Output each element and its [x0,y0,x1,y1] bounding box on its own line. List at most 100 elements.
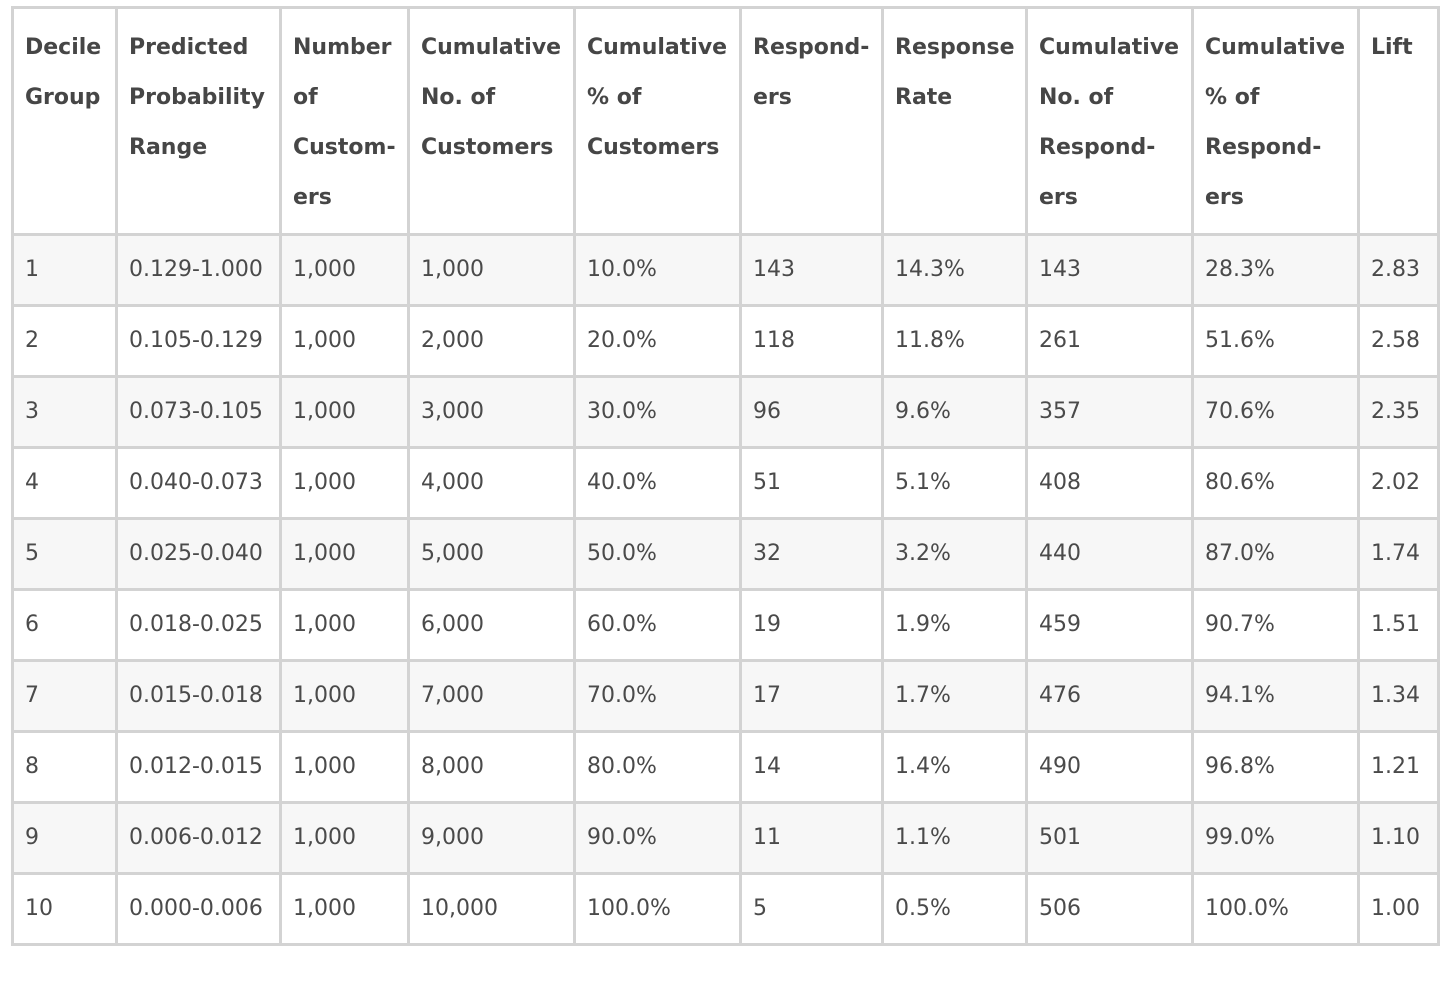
cell-cumulative-pct-of-customers: 40.0% [573,446,742,520]
cell-decile-group: 4 [11,446,118,520]
cell-responders: 32 [739,517,884,591]
cell-decile-group: 7 [11,659,118,733]
cell-response-rate: 9.6% [881,375,1028,449]
cell-responders: 11 [739,801,884,875]
cell-cumulative-pct-of-responders: 100.0% [1191,872,1360,946]
cell-cumulative-pct-of-customers: 30.0% [573,375,742,449]
cell-cumulative-no-of-customers: 6,000 [407,588,576,662]
cell-number-of-customers: 1,000 [279,304,410,378]
cell-predicted-probability-range: 0.018-0.025 [115,588,282,662]
cell-cumulative-no-of-responders: 476 [1025,659,1194,733]
header-response-rate: Response Rate [881,6,1028,236]
table-row: 5 0.025-0.040 1,000 5,000 50.0% 32 3.2% 440 87.0… [11,517,1440,591]
cell-response-rate: 1.1% [881,801,1028,875]
cell-cumulative-no-of-responders: 459 [1025,588,1194,662]
header-predicted-probability-range: Predicted Probability Range [115,6,282,236]
table-row: 6 0.018-0.025 1,000 6,000 60.0% 19 1.9% 459 90.7… [11,588,1440,662]
cell-decile-group: 3 [11,375,118,449]
table-row: 8 0.012-0.015 1,000 8,000 80.0% 14 1.4% 490 96.8… [11,730,1440,804]
cell-response-rate: 3.2% [881,517,1028,591]
header-lift: Lift [1357,6,1440,236]
cell-cumulative-pct-of-responders: 94.1% [1191,659,1360,733]
cell-predicted-probability-range: 0.012-0.015 [115,730,282,804]
cell-response-rate: 14.3% [881,233,1028,307]
cell-decile-group: 10 [11,872,118,946]
header-cumulative-pct-of-customers: Cumulative % of Customers [573,6,742,236]
cell-cumulative-no-of-customers: 7,000 [407,659,576,733]
cell-predicted-probability-range: 0.040-0.073 [115,446,282,520]
table-row: 10 0.000-0.006 1,000 10,000 100.0% 5 0.5% 506 10… [11,872,1440,946]
cell-cumulative-pct-of-responders: 28.3% [1191,233,1360,307]
cell-cumulative-pct-of-responders: 90.7% [1191,588,1360,662]
cell-number-of-customers: 1,000 [279,446,410,520]
cell-predicted-probability-range: 0.025-0.040 [115,517,282,591]
cell-number-of-customers: 1,000 [279,375,410,449]
cell-cumulative-pct-of-responders: 70.6% [1191,375,1360,449]
table-row: 1 0.129-1.000 1,000 1,000 10.0% 143 14.3% 143 28… [11,233,1440,307]
cell-responders: 17 [739,659,884,733]
cell-predicted-probability-range: 0.000-0.006 [115,872,282,946]
header-decile-group: Decile Group [11,6,118,236]
cell-cumulative-pct-of-customers: 80.0% [573,730,742,804]
cell-cumulative-pct-of-customers: 100.0% [573,872,742,946]
cell-lift: 2.02 [1357,446,1440,520]
cell-responders: 96 [739,375,884,449]
cell-responders: 14 [739,730,884,804]
cell-number-of-customers: 1,000 [279,730,410,804]
cell-lift: 1.00 [1357,872,1440,946]
cell-cumulative-no-of-customers: 1,000 [407,233,576,307]
cell-lift: 1.21 [1357,730,1440,804]
table-row: 4 0.040-0.073 1,000 4,000 40.0% 51 5.1% 408 80.6… [11,446,1440,520]
cell-responders: 118 [739,304,884,378]
table-header: Decile Group Predicted Probability Range… [11,6,1440,236]
cell-lift: 1.51 [1357,588,1440,662]
cell-cumulative-no-of-responders: 261 [1025,304,1194,378]
cell-decile-group: 6 [11,588,118,662]
cell-cumulative-no-of-responders: 440 [1025,517,1194,591]
header-cumulative-no-of-customers: Cumulative No. of Customers [407,6,576,236]
header-cumulative-no-of-responders: Cumulative No. of Respond- ers [1025,6,1194,236]
cell-cumulative-no-of-customers: 2,000 [407,304,576,378]
cell-cumulative-pct-of-responders: 51.6% [1191,304,1360,378]
header-responders: Respond- ers [739,6,884,236]
cell-cumulative-no-of-customers: 8,000 [407,730,576,804]
cell-decile-group: 1 [11,233,118,307]
table-row: 2 0.105-0.129 1,000 2,000 20.0% 118 11.8% 261 51… [11,304,1440,378]
cell-response-rate: 11.8% [881,304,1028,378]
cell-lift: 1.34 [1357,659,1440,733]
table-row: 9 0.006-0.012 1,000 9,000 90.0% 11 1.1% 501 99.0… [11,801,1440,875]
cell-predicted-probability-range: 0.006-0.012 [115,801,282,875]
cell-predicted-probability-range: 0.129-1.000 [115,233,282,307]
cell-cumulative-pct-of-responders: 99.0% [1191,801,1360,875]
cell-cumulative-no-of-responders: 501 [1025,801,1194,875]
cell-response-rate: 1.4% [881,730,1028,804]
cell-decile-group: 8 [11,730,118,804]
cell-lift: 2.58 [1357,304,1440,378]
decile-lift-table: Decile Group Predicted Probability Range… [11,6,1440,946]
cell-cumulative-pct-of-responders: 87.0% [1191,517,1360,591]
cell-cumulative-no-of-responders: 490 [1025,730,1194,804]
cell-cumulative-pct-of-customers: 60.0% [573,588,742,662]
cell-cumulative-no-of-responders: 506 [1025,872,1194,946]
cell-number-of-customers: 1,000 [279,872,410,946]
cell-cumulative-no-of-responders: 143 [1025,233,1194,307]
header-cumulative-pct-of-responders: Cumulative % of Respond- ers [1191,6,1360,236]
cell-predicted-probability-range: 0.073-0.105 [115,375,282,449]
cell-decile-group: 9 [11,801,118,875]
cell-cumulative-pct-of-responders: 80.6% [1191,446,1360,520]
cell-decile-group: 5 [11,517,118,591]
cell-lift: 2.35 [1357,375,1440,449]
cell-responders: 5 [739,872,884,946]
cell-response-rate: 5.1% [881,446,1028,520]
cell-cumulative-no-of-customers: 3,000 [407,375,576,449]
cell-cumulative-pct-of-customers: 20.0% [573,304,742,378]
cell-response-rate: 1.7% [881,659,1028,733]
cell-number-of-customers: 1,000 [279,801,410,875]
cell-number-of-customers: 1,000 [279,659,410,733]
cell-cumulative-no-of-responders: 408 [1025,446,1194,520]
cell-predicted-probability-range: 0.015-0.018 [115,659,282,733]
cell-cumulative-no-of-customers: 5,000 [407,517,576,591]
header-row: Decile Group Predicted Probability Range… [11,6,1440,236]
cell-cumulative-pct-of-customers: 70.0% [573,659,742,733]
cell-lift: 2.83 [1357,233,1440,307]
